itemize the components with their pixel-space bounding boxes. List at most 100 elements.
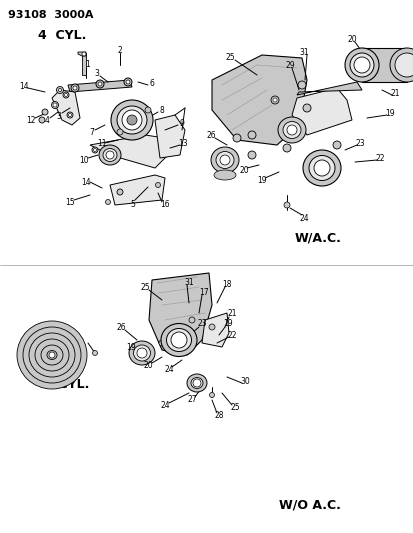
Text: 19: 19 xyxy=(384,109,394,117)
Text: 3: 3 xyxy=(57,111,61,120)
Circle shape xyxy=(313,160,329,176)
Text: 23: 23 xyxy=(354,139,364,148)
Text: 24: 24 xyxy=(164,366,173,375)
Polygon shape xyxy=(361,48,406,82)
Ellipse shape xyxy=(99,145,121,165)
Circle shape xyxy=(171,332,187,348)
Ellipse shape xyxy=(187,374,206,392)
Ellipse shape xyxy=(308,156,334,181)
Circle shape xyxy=(92,351,97,356)
Text: 1: 1 xyxy=(85,60,90,69)
Circle shape xyxy=(39,117,45,123)
Text: 6: 6 xyxy=(149,78,154,87)
Circle shape xyxy=(67,112,73,118)
Circle shape xyxy=(53,103,57,107)
Circle shape xyxy=(192,379,201,387)
Circle shape xyxy=(282,144,290,152)
Text: 19: 19 xyxy=(256,175,266,184)
Circle shape xyxy=(71,84,79,92)
Ellipse shape xyxy=(166,328,191,351)
Text: 28: 28 xyxy=(214,411,223,421)
Polygon shape xyxy=(68,80,132,92)
Ellipse shape xyxy=(302,150,340,186)
Text: 9: 9 xyxy=(179,118,184,127)
Text: 22: 22 xyxy=(374,154,384,163)
Text: 16: 16 xyxy=(160,199,169,208)
Ellipse shape xyxy=(344,48,378,82)
Text: W/A.C.: W/A.C. xyxy=(294,231,341,245)
Ellipse shape xyxy=(389,48,413,82)
Text: 20: 20 xyxy=(239,166,248,174)
Ellipse shape xyxy=(117,106,147,134)
Circle shape xyxy=(247,151,255,159)
Ellipse shape xyxy=(17,321,87,389)
Circle shape xyxy=(122,110,142,130)
Text: 93108  3000A: 93108 3000A xyxy=(8,10,93,20)
Text: 8: 8 xyxy=(159,106,164,115)
Ellipse shape xyxy=(47,351,57,359)
Text: 7: 7 xyxy=(89,127,94,136)
Ellipse shape xyxy=(190,377,202,389)
Circle shape xyxy=(209,392,214,398)
Circle shape xyxy=(49,352,55,358)
Circle shape xyxy=(127,115,137,125)
Circle shape xyxy=(247,131,255,139)
Text: 25: 25 xyxy=(140,282,150,292)
Text: 19: 19 xyxy=(126,343,135,352)
Text: 12: 12 xyxy=(26,116,36,125)
Circle shape xyxy=(155,182,160,188)
Circle shape xyxy=(68,114,71,117)
Text: 10: 10 xyxy=(79,156,89,165)
Circle shape xyxy=(233,134,240,142)
Text: W/O A.C.: W/O A.C. xyxy=(278,498,340,512)
Polygon shape xyxy=(154,115,185,158)
Text: 19: 19 xyxy=(223,319,232,328)
Text: 13: 13 xyxy=(178,139,188,148)
Circle shape xyxy=(353,57,369,73)
Circle shape xyxy=(106,151,114,159)
Text: 20: 20 xyxy=(347,35,356,44)
Text: 14: 14 xyxy=(19,82,29,91)
Text: 20: 20 xyxy=(143,360,152,369)
Polygon shape xyxy=(202,313,228,347)
Circle shape xyxy=(73,86,77,90)
Ellipse shape xyxy=(349,53,373,77)
Text: 26: 26 xyxy=(116,322,126,332)
Circle shape xyxy=(63,92,69,98)
Text: 18: 18 xyxy=(222,279,231,288)
Text: 23: 23 xyxy=(197,319,206,328)
Text: 30: 30 xyxy=(240,376,249,385)
Ellipse shape xyxy=(214,170,235,180)
Polygon shape xyxy=(82,53,86,75)
Circle shape xyxy=(58,88,62,92)
Text: 24: 24 xyxy=(299,214,308,222)
Circle shape xyxy=(105,199,110,205)
Circle shape xyxy=(93,149,96,151)
Ellipse shape xyxy=(161,324,197,357)
Ellipse shape xyxy=(211,147,238,173)
Circle shape xyxy=(42,109,48,115)
Circle shape xyxy=(209,324,214,330)
Circle shape xyxy=(145,107,151,113)
Ellipse shape xyxy=(394,53,413,77)
Polygon shape xyxy=(296,82,361,95)
Circle shape xyxy=(96,80,104,88)
Polygon shape xyxy=(211,55,306,145)
Text: 24: 24 xyxy=(160,400,169,409)
Circle shape xyxy=(137,348,147,358)
Circle shape xyxy=(283,202,289,208)
Text: 17: 17 xyxy=(199,287,208,296)
Circle shape xyxy=(272,98,276,102)
Text: 14: 14 xyxy=(81,177,90,187)
Text: 5: 5 xyxy=(130,199,135,208)
Text: 25: 25 xyxy=(225,52,234,61)
Polygon shape xyxy=(291,88,351,135)
Text: 25: 25 xyxy=(230,403,239,413)
Text: 11: 11 xyxy=(97,139,107,148)
Circle shape xyxy=(64,93,67,96)
Text: 3: 3 xyxy=(94,69,99,77)
Text: 2: 2 xyxy=(117,45,122,54)
Text: 22: 22 xyxy=(227,330,236,340)
Circle shape xyxy=(51,101,58,109)
Circle shape xyxy=(332,141,340,149)
